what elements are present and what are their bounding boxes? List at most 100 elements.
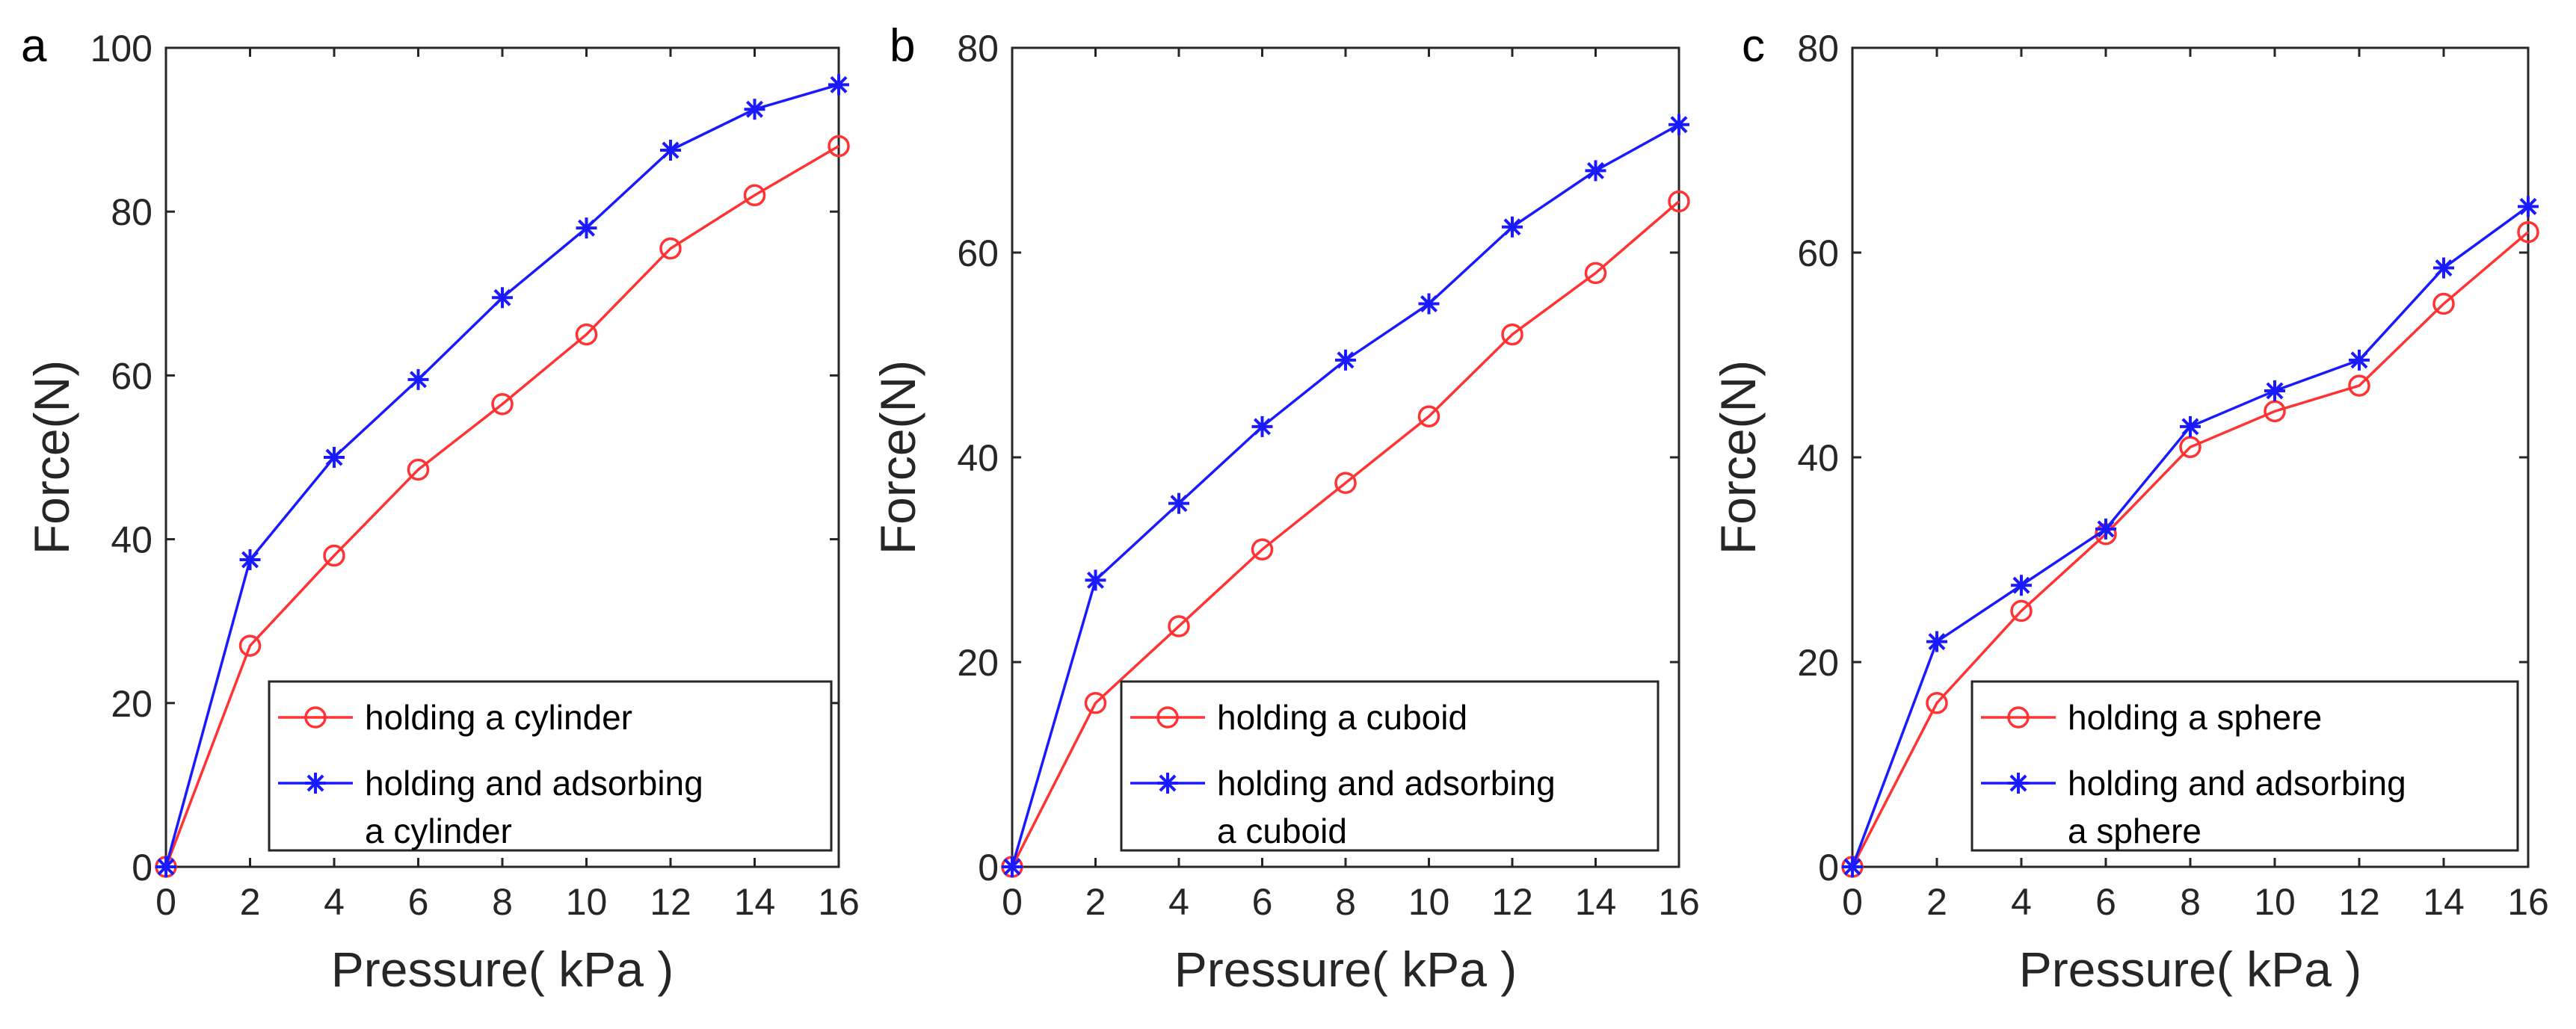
y-tick-label: 40 (1797, 437, 1839, 479)
legend-marker-circle (2007, 706, 2030, 729)
y-tick-label: 80 (957, 28, 999, 69)
x-tick-label: 2 (1926, 881, 1947, 923)
x-axis-label: Pressure( kPa ) (2019, 942, 2361, 997)
data-point-star (1502, 216, 1523, 238)
data-point-circle (1668, 190, 1690, 213)
data-point-circle (238, 634, 262, 657)
legend-label: a cylinder (365, 812, 512, 850)
data-point-circle (1584, 262, 1607, 285)
data-point-circle (407, 458, 430, 481)
data-point-circle (2432, 292, 2455, 315)
data-point-star (239, 549, 261, 570)
data-point-star (660, 140, 681, 161)
chart-panel-c: 0 2 4 6 8 10 12 14 16 0 20 40 60 80 Pressure( kPa ) For… (1710, 20, 2549, 997)
legend-box (1120, 680, 1660, 852)
data-point-circle (1417, 405, 1440, 427)
x-axis-label: Pressure( kPa ) (1174, 942, 1517, 997)
data-point-circle (2179, 436, 2201, 459)
data-point-circle (1501, 323, 1523, 346)
x-tick-label: 4 (1168, 881, 1189, 923)
data-point-circle (659, 237, 682, 260)
data-point-circle (2010, 599, 2033, 622)
data-point-star (324, 447, 345, 468)
x-tick-label: 10 (566, 881, 608, 923)
series-line-1 (164, 145, 839, 868)
data-point-star (2264, 380, 2285, 401)
x-tick-label: 2 (1085, 881, 1106, 923)
legend-label: holding a sphere (2068, 698, 2322, 737)
legend-box (1970, 680, 2519, 852)
y-tick-label: 40 (111, 519, 152, 561)
data-point-star (2095, 518, 2116, 540)
x-tick-label: 4 (324, 881, 345, 923)
legend-label: a cuboid (1217, 812, 1347, 850)
legend-label: holding a cuboid (1217, 698, 1467, 737)
legend-label: holding a cylinder (365, 698, 632, 737)
y-tick-label: 60 (1797, 232, 1839, 274)
x-tick-label: 12 (1491, 881, 1533, 923)
data-point-circle (1168, 615, 1190, 637)
x-tick-label: 0 (155, 881, 176, 923)
legend: holding a cuboid holding and adsorbing a c… (1120, 680, 1660, 852)
data-point-star (2518, 196, 2539, 217)
data-point-circle (1084, 692, 1107, 714)
x-tick-label: 16 (818, 881, 860, 923)
legend-label: holding and adsorbing (2068, 764, 2406, 803)
data-point-circle (828, 135, 850, 158)
x-tick-label: 8 (2180, 881, 2201, 923)
y-tick-label: 20 (1797, 642, 1839, 684)
data-point-star (492, 287, 513, 309)
data-point-star (2011, 575, 2032, 596)
data-point-star (828, 74, 849, 96)
x-tick-label: 12 (2338, 881, 2380, 923)
data-point-star (1418, 293, 1440, 315)
y-axis-label: Force(N) (24, 360, 79, 554)
x-tick-label: 14 (1575, 881, 1617, 923)
legend-marker-circle (304, 706, 327, 729)
y-tick-label: 60 (957, 232, 999, 274)
x-tick-label: 8 (1335, 881, 1356, 923)
data-point-star (1002, 856, 1023, 877)
data-point-circle (2348, 374, 2370, 397)
x-axis-label: Pressure( kPa ) (331, 942, 674, 997)
panel-letter: a (21, 20, 47, 72)
data-point-star (407, 368, 429, 390)
x-tick-label: 14 (2423, 881, 2465, 923)
data-point-star (1335, 349, 1356, 371)
data-point-star (1168, 492, 1189, 514)
x-tick-label: 6 (2095, 881, 2116, 923)
legend-label: holding and adsorbing (365, 764, 703, 803)
legend-label: a sphere (2068, 812, 2201, 850)
data-point-circle (491, 393, 514, 415)
data-point-star (2180, 415, 2201, 437)
x-tick-label: 4 (2011, 881, 2032, 923)
x-tick-label: 12 (650, 881, 691, 923)
data-point-circle (2517, 220, 2539, 244)
y-tick-label: 80 (111, 191, 152, 233)
legend: holding a sphere holding and adsorbing a s… (1970, 680, 2519, 852)
data-point-star (1585, 160, 1606, 182)
x-tick-label: 0 (1002, 881, 1023, 923)
legend-marker-star (2008, 773, 2029, 794)
data-point-circle (1334, 472, 1357, 494)
data-point-star (576, 217, 597, 239)
x-tick-label: 10 (2254, 881, 2296, 923)
data-point-circle (323, 544, 345, 567)
data-point-star (1251, 415, 1273, 437)
y-tick-label: 100 (90, 28, 152, 69)
x-tick-label: 2 (240, 881, 261, 923)
y-tick-label: 0 (978, 847, 999, 889)
chart-panel-b: 0 2 4 6 8 10 12 14 16 0 20 40 60 80 Pressure( kPa ) For… (870, 20, 1700, 997)
data-point-circle (2264, 400, 2286, 423)
y-tick-label: 40 (957, 437, 999, 479)
y-axis-label: Force(N) (870, 360, 925, 554)
data-point-circle (743, 184, 766, 207)
y-axis-label: Force(N) (1710, 360, 1766, 554)
x-tick-label: 6 (408, 881, 429, 923)
y-tick-label: 20 (111, 683, 152, 725)
data-point-circle (1251, 538, 1274, 561)
data-point-star (155, 856, 176, 877)
x-tick-label: 6 (1252, 881, 1273, 923)
y-tick-label: 0 (132, 847, 152, 889)
